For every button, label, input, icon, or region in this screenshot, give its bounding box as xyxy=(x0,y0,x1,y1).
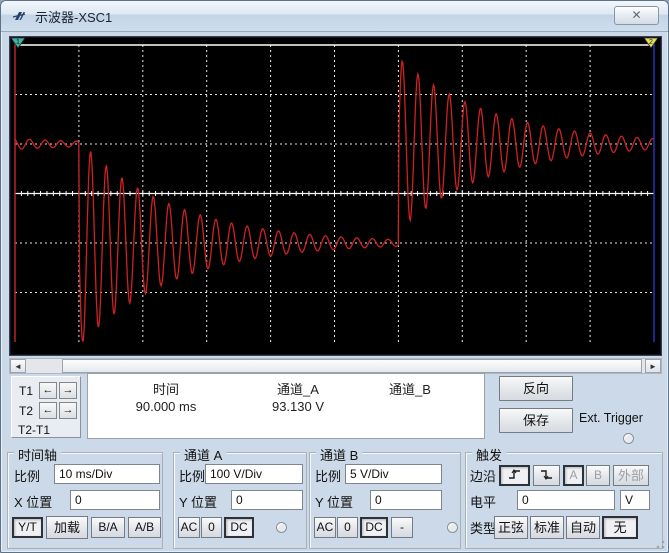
trigger-type-auto-button[interactable]: 自动 xyxy=(566,516,600,539)
channel-b-terminal[interactable] xyxy=(447,522,458,533)
t1-left-button[interactable]: ← xyxy=(39,382,57,399)
channel-b-scale-field[interactable]: 5 V/Div xyxy=(345,464,442,484)
close-button[interactable]: ✕ xyxy=(614,6,659,25)
trigger-source-ext-button[interactable]: 外部 xyxy=(613,465,649,486)
trigger-legend: 触发 xyxy=(472,445,507,464)
reverse-button[interactable]: 反向 xyxy=(499,376,573,401)
trigger-edge-label: 边沿 xyxy=(470,469,497,484)
horizontal-scrollbar[interactable]: ◄ ► xyxy=(9,358,662,374)
t2-label: T2 xyxy=(19,404,34,418)
window-title: 示波器-XSC1 xyxy=(35,9,113,25)
readout-header-time: 时间 xyxy=(152,382,179,397)
instrument-icon xyxy=(12,12,26,20)
readout-time-value: 90.000 ms xyxy=(135,399,197,414)
channel-a-ypos-label: Y 位置 xyxy=(179,495,218,510)
cursor-t2-marker-label: 2 xyxy=(649,39,653,46)
trigger-type-label: 类型 xyxy=(470,521,497,536)
falling-edge-button[interactable] xyxy=(533,465,560,486)
trigger-level-field[interactable]: 0 xyxy=(517,490,615,510)
readout-channel-a-value: 93.130 V xyxy=(271,399,325,414)
resize-grip[interactable] xyxy=(654,538,666,550)
trigger-type-none-button[interactable]: 无 xyxy=(602,516,638,539)
readout-header-channel-a: 通道_A xyxy=(277,382,319,397)
trigger-group: 触发 边沿 A B 外部 电平 0 V 类型 正弦 标准 自动 无 xyxy=(465,445,663,549)
timebase-scale-field[interactable]: 10 ms/Div xyxy=(54,464,160,484)
cursor-t2-marker[interactable] xyxy=(643,37,659,49)
channel-b-ac-button[interactable]: AC xyxy=(314,517,336,538)
trigger-source-b-button[interactable]: B xyxy=(586,465,610,486)
timebase-xpos-field[interactable]: 0 xyxy=(70,490,160,510)
channel-b-group: 通道 B 比例 5 V/Div Y 位置 0 AC 0 DC - xyxy=(309,445,461,549)
channel-a-terminal[interactable] xyxy=(276,522,287,533)
channel-b-ypos-label: Y 位置 xyxy=(315,495,354,510)
t2-right-button[interactable]: → xyxy=(59,402,77,419)
channel-a-scale-label: 比例 xyxy=(179,469,206,484)
timebase-yt-button[interactable]: Y/T xyxy=(12,517,43,538)
rising-edge-icon xyxy=(508,469,520,479)
cursor-t1-marker-label: 1 xyxy=(16,39,20,46)
channel-a-ypos-field[interactable]: 0 xyxy=(231,490,303,510)
timebase-ba-button[interactable]: B/A xyxy=(91,517,125,538)
channel-a-trace xyxy=(14,59,655,342)
timebase-add-button[interactable]: 加载 xyxy=(46,516,88,539)
t2-t1-label: T2-T1 xyxy=(18,423,51,437)
scroll-right-icon[interactable]: ► xyxy=(645,359,661,373)
timebase-legend: 时间轴 xyxy=(14,445,62,464)
channel-a-ac-button[interactable]: AC xyxy=(178,517,200,538)
channel-a-legend: 通道 A xyxy=(180,445,227,464)
save-button[interactable]: 保存 xyxy=(499,408,573,433)
cursor-t1-marker[interactable] xyxy=(10,37,26,49)
cursor-panel: T1 ← → T2 ← → T2-T1 xyxy=(11,376,81,438)
rising-edge-button[interactable] xyxy=(499,465,530,486)
trigger-level-unit[interactable]: V xyxy=(620,490,650,510)
trigger-type-single-button[interactable]: 正弦 xyxy=(494,516,528,539)
ext-trigger-terminal[interactable] xyxy=(623,433,634,444)
timebase-ab-button[interactable]: A/B xyxy=(128,517,161,538)
readout-header-channel-b: 通道_B xyxy=(389,382,431,397)
measurement-readout: 时间 通道_A 通道_B 90.000 ms 93.130 V xyxy=(87,373,485,439)
timebase-scale-label: 比例 xyxy=(14,469,41,484)
scroll-left-icon[interactable]: ◄ xyxy=(10,359,26,373)
falling-edge-icon xyxy=(540,470,552,480)
channel-b-dc-button[interactable]: DC xyxy=(360,517,388,538)
channel-a-dc-button[interactable]: DC xyxy=(224,517,254,538)
channel-a-scale-field[interactable]: 100 V/Div xyxy=(205,464,303,484)
channel-b-legend: 通道 B xyxy=(316,445,363,464)
trigger-level-label: 电平 xyxy=(470,495,497,510)
channel-a-group: 通道 A 比例 100 V/Div Y 位置 0 AC 0 DC xyxy=(173,445,307,549)
scrollbar-thumb[interactable] xyxy=(62,359,642,373)
t1-right-button[interactable]: → xyxy=(59,382,77,399)
channel-b-zero-button[interactable]: 0 xyxy=(337,517,358,538)
title-bar[interactable]: 示波器-XSC1 ✕ xyxy=(1,1,668,32)
t2-left-button[interactable]: ← xyxy=(39,402,57,419)
t1-label: T1 xyxy=(19,384,34,398)
timebase-xpos-label: X 位置 xyxy=(14,495,53,510)
channel-b-ypos-field[interactable]: 0 xyxy=(370,490,442,510)
trigger-source-a-button[interactable]: A xyxy=(563,465,584,486)
channel-b-scale-label: 比例 xyxy=(315,469,342,484)
channel-b-invert-button[interactable]: - xyxy=(391,517,413,538)
channel-a-zero-button[interactable]: 0 xyxy=(201,517,222,538)
timebase-group: 时间轴 比例 10 ms/Div X 位置 0 Y/T 加载 B/A A/B xyxy=(7,445,163,549)
ext-trigger-label: Ext. Trigger xyxy=(579,411,643,425)
trigger-type-normal-button[interactable]: 标准 xyxy=(530,516,564,539)
